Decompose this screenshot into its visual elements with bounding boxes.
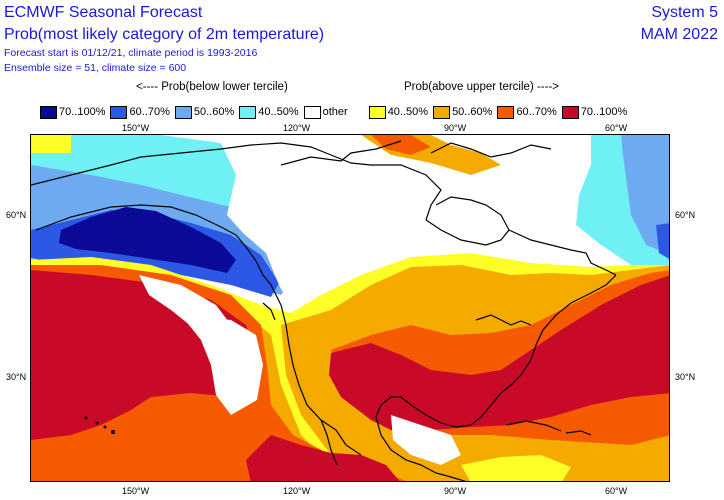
legend-item: 40..50% xyxy=(368,105,429,119)
east-coast xyxy=(500,274,617,394)
legend-label: other xyxy=(322,106,348,118)
region-other-canada xyxy=(227,135,631,311)
region-other-pacific-2 xyxy=(139,275,231,340)
region-other-gulf-west xyxy=(391,415,461,465)
labrador-coast xyxy=(508,229,617,276)
legend-swatch xyxy=(174,105,192,119)
legend-item: other xyxy=(303,105,348,119)
legend-label: 60..70% xyxy=(516,106,557,118)
lat-tick-right: 60°N xyxy=(675,210,696,220)
lon-tick-bottom: 150°W xyxy=(122,486,150,496)
legend-label: 50..60% xyxy=(452,106,493,118)
west-coast xyxy=(280,304,362,456)
region-above-70-100-mexico xyxy=(246,435,400,481)
system-label: System 5 xyxy=(651,4,718,21)
lat-tick-right: 30°N xyxy=(675,372,696,382)
legend-swatch xyxy=(110,105,128,119)
region-above-70-100-gulf xyxy=(329,275,669,435)
alaska-coast xyxy=(35,204,282,306)
legend-swatch xyxy=(368,105,386,119)
lon-tick-bottom: 120°W xyxy=(283,486,311,496)
lon-tick-bottom: 60°W xyxy=(605,486,628,496)
legend-swatch xyxy=(497,105,515,119)
legend-swatch xyxy=(561,105,579,119)
lat-tick-left: 30°N xyxy=(6,372,27,382)
color-legend: 70..100% 60..70% 50..60% 40..50% other 4… xyxy=(40,104,632,120)
region-other-south xyxy=(461,455,571,481)
lon-tick-top: 90°W xyxy=(444,123,467,133)
lon-tick-top: 60°W xyxy=(605,123,628,133)
north-coast xyxy=(31,142,442,221)
baja xyxy=(320,419,338,466)
season-label: MAM 2022 xyxy=(640,26,718,43)
lon-tick-top: 150°W xyxy=(122,123,150,133)
hispaniola xyxy=(565,430,592,436)
legend-label: 70..100% xyxy=(580,106,628,118)
legend-item: 70..100% xyxy=(40,105,106,119)
forecast-info: Forecast start is 01/12/21, climate peri… xyxy=(4,47,258,59)
legend-item: 50..60% xyxy=(433,105,493,119)
legend-label: 60..70% xyxy=(129,106,170,118)
vancouver-island xyxy=(262,302,276,321)
cuba xyxy=(505,420,562,432)
region-other-pacific xyxy=(181,315,263,415)
region-below-50-60-east-canada xyxy=(621,135,669,255)
region-below-60-70-east-canada xyxy=(656,223,669,259)
page-title: ECMWF Seasonal Forecast xyxy=(4,4,203,21)
region-above-40-50-north xyxy=(31,135,71,153)
legend-item: 60..70% xyxy=(110,105,170,119)
lon-tick-top: 120°W xyxy=(283,123,311,133)
below-tercile-label: <---- Prob(below lower tercile) xyxy=(136,81,288,93)
legend-swatch xyxy=(40,105,57,119)
coastlines xyxy=(31,140,617,481)
legend-label: 40..50% xyxy=(387,106,429,118)
great-lakes xyxy=(475,314,532,326)
map-svg xyxy=(31,135,669,481)
arctic-islands xyxy=(280,140,552,166)
legend-swatch xyxy=(239,105,257,119)
lat-tick-left: 60°N xyxy=(6,210,27,220)
gulf-coast xyxy=(375,392,502,466)
lon-tick-bottom: 90°W xyxy=(444,486,467,496)
legend-item: 50..60% xyxy=(174,105,235,119)
legend-label: 70..100% xyxy=(59,106,106,118)
page-subtitle: Prob(most likely category of 2m temperat… xyxy=(4,26,325,43)
ensemble-info: Ensemble size = 51, climate size = 600 xyxy=(4,62,187,74)
forecast-map xyxy=(30,134,670,482)
legend-label: 40..50% xyxy=(258,106,299,118)
region-above-60-70-arctic xyxy=(371,135,431,155)
region-below-70-100 xyxy=(59,207,236,273)
central-america-coast xyxy=(420,464,467,481)
legend-swatch xyxy=(303,105,321,119)
legend-item: 60..70% xyxy=(497,105,557,119)
hawaii-islands xyxy=(84,416,115,434)
legend-item: 70..100% xyxy=(561,105,628,119)
above-tercile-label: Prob(above upper tercile) ----> xyxy=(404,81,559,93)
legend-swatch xyxy=(433,105,451,119)
legend-item: 40..50% xyxy=(239,105,299,119)
legend-label: 50..60% xyxy=(193,106,235,118)
